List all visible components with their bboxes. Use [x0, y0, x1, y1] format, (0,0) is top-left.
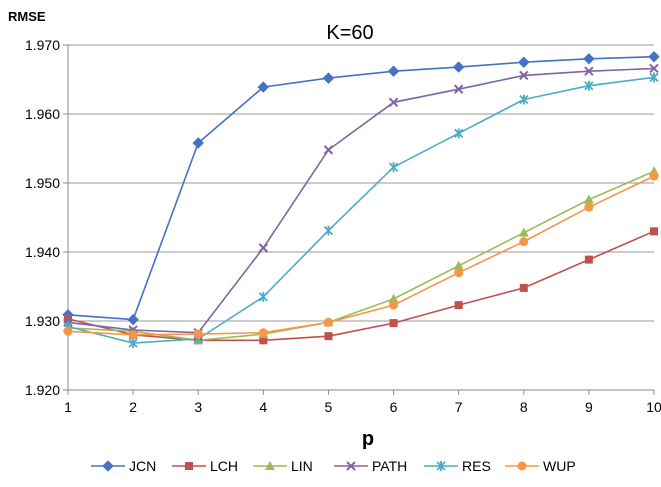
series-line-wup: [67, 175, 655, 336]
y-tick-label: 1.940: [25, 244, 60, 260]
x-tick-label: 6: [390, 399, 398, 415]
data-point-res: [128, 338, 138, 349]
data-point-wup: [128, 330, 138, 340]
data-point-lin: [583, 194, 594, 204]
data-point-res: [388, 162, 399, 173]
series-line-jcn: [67, 55, 655, 321]
data-point-path: [388, 97, 399, 107]
data-point-path: [649, 63, 659, 74]
data-point-jcn: [518, 56, 530, 68]
data-point-jcn: [257, 81, 270, 93]
data-point-jcn: [648, 51, 660, 63]
data-point-jcn: [583, 53, 595, 65]
legend-label-lch: LCH: [210, 458, 238, 474]
data-point-wup: [389, 300, 399, 310]
data-point-lin: [518, 227, 529, 237]
data-point-wup: [519, 237, 529, 247]
data-point-lch: [389, 319, 398, 328]
legend: JCN LCH LIN PATH RES WUP: [91, 458, 576, 474]
legend-label-path: PATH: [372, 458, 407, 474]
x-axis-title: p: [362, 428, 374, 450]
data-point-jcn: [387, 65, 400, 77]
data-point-lch: [650, 227, 658, 236]
y-tick-label: 1.950: [25, 175, 60, 191]
data-point-lin: [453, 260, 464, 270]
chart-title: K=60: [326, 22, 373, 44]
legend-item-jcn: JCN: [91, 458, 156, 474]
data-point-wup: [584, 202, 594, 212]
data-point-wup: [649, 171, 659, 181]
legend-marker-jcn: [102, 460, 114, 472]
legend-label-res: RES: [462, 458, 491, 474]
data-point-path: [519, 70, 529, 81]
x-tick-label: 4: [259, 399, 267, 415]
data-point-res: [454, 128, 464, 139]
data-point-lch: [259, 336, 268, 345]
x-tick-label: 5: [325, 399, 333, 415]
series-markers: [62, 51, 660, 349]
data-point-jcn: [452, 61, 465, 73]
data-point-wup: [193, 329, 203, 339]
x-tick-labels: 1 2 3 4 5 6 7 8 9 10: [64, 399, 661, 415]
x-tick-label: 8: [520, 399, 528, 415]
data-point-wup: [63, 326, 73, 336]
data-point-lch: [519, 283, 528, 292]
legend-marker-lin: [265, 461, 275, 470]
legend-marker-lch: [185, 462, 193, 470]
legend-marker-res: [436, 461, 446, 471]
y-axis-title: RMSE: [8, 9, 46, 24]
x-tick-label: 7: [455, 399, 463, 415]
data-point-lch: [64, 314, 72, 323]
legend-item-wup: WUP: [505, 458, 576, 474]
data-point-lch: [584, 255, 593, 264]
data-point-res: [519, 94, 529, 105]
data-point-path: [258, 243, 269, 253]
data-point-res: [258, 291, 268, 302]
data-point-lch: [324, 332, 333, 341]
series-line-path: [67, 67, 655, 334]
legend-item-lin: LIN: [253, 458, 313, 474]
series-line-lch: [67, 230, 655, 342]
y-tick-label: 1.970: [25, 37, 60, 53]
data-point-res: [584, 80, 594, 91]
data-point-wup: [454, 268, 464, 278]
x-tick-label: 9: [585, 399, 593, 415]
y-tick-label: 1.920: [25, 382, 60, 398]
data-point-jcn: [192, 137, 204, 149]
series-line-res: [67, 76, 655, 344]
series-lines: [67, 55, 655, 344]
legend-label-jcn: JCN: [129, 458, 156, 474]
legend-marker-path: [346, 461, 356, 471]
series-line-lin: [67, 170, 655, 342]
data-point-res: [323, 225, 334, 236]
data-point-path: [584, 66, 594, 76]
x-tick-label: 10: [646, 399, 661, 415]
y-tick-label: 1.930: [25, 313, 60, 329]
data-point-wup: [323, 317, 333, 327]
y-tick-labels: 1.920 1.930 1.940 1.950 1.960 1.970: [25, 37, 60, 398]
legend-item-path: PATH: [334, 458, 407, 474]
data-point-jcn: [127, 313, 139, 326]
data-point-wup: [258, 328, 268, 338]
x-tick-label: 3: [194, 399, 202, 415]
x-tick-label: 1: [64, 399, 72, 415]
legend-label-wup: WUP: [543, 458, 576, 474]
data-point-jcn: [322, 72, 335, 84]
legend-marker-wup: [517, 461, 527, 471]
data-point-path: [323, 145, 334, 155]
legend-item-res: RES: [424, 458, 491, 474]
data-point-lin: [388, 293, 399, 303]
x-tick-label: 2: [129, 399, 137, 415]
legend-label-lin: LIN: [291, 458, 313, 474]
legend-item-lch: LCH: [172, 458, 238, 474]
data-point-res: [649, 72, 659, 83]
y-tick-label: 1.960: [25, 106, 60, 122]
data-point-path: [453, 84, 464, 94]
data-point-lch: [454, 301, 463, 310]
